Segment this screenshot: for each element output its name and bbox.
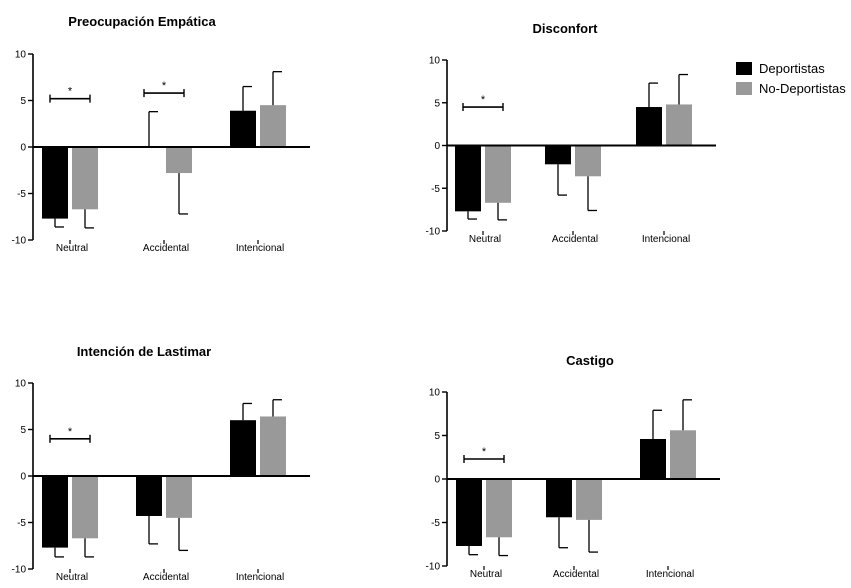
y-tick-label: 10 xyxy=(15,50,27,61)
y-tick-label: 0 xyxy=(434,475,440,486)
bar xyxy=(455,145,481,212)
x-tick-label: Intencional xyxy=(646,569,694,580)
bar xyxy=(72,147,98,210)
y-tick-label: -5 xyxy=(17,189,26,200)
chart-title: Preocupación Empática xyxy=(68,14,216,29)
x-tick-label: Neutral xyxy=(56,572,88,583)
x-tick-label: Neutral xyxy=(56,243,88,254)
y-tick-label: -5 xyxy=(17,518,26,529)
bar xyxy=(456,479,482,546)
chart-panel: Disconfort 10 5 0 -5 -10 Neutral Accidental Inte… xyxy=(426,21,716,245)
bar xyxy=(640,438,666,479)
legend-label: Deportistas xyxy=(759,61,825,76)
x-tick-label: Accidental xyxy=(143,243,189,254)
x-tick-label: Intencional xyxy=(236,243,284,254)
y-tick-label: 5 xyxy=(20,425,26,436)
y-tick-label: -10 xyxy=(12,236,27,247)
significance-marker: * xyxy=(68,426,73,438)
bar xyxy=(546,479,572,518)
y-tick-label: 0 xyxy=(20,472,26,483)
y-tick-label: -5 xyxy=(431,518,440,529)
significance-marker: * xyxy=(162,80,167,92)
bar xyxy=(545,145,571,165)
y-tick-label: 5 xyxy=(20,96,26,107)
chart-panel: Castigo 10 5 0 -5 -10 Neutral Accidental Intenci… xyxy=(426,353,720,580)
bar xyxy=(485,145,511,203)
bar xyxy=(230,420,256,476)
bar xyxy=(42,147,68,219)
x-tick-label: Accidental xyxy=(552,234,598,245)
bar xyxy=(636,107,662,146)
chart-title: Castigo xyxy=(566,353,614,368)
significance-marker: * xyxy=(481,94,486,106)
bar xyxy=(72,476,98,539)
bar xyxy=(666,104,692,146)
x-tick-label: Accidental xyxy=(143,572,189,583)
y-tick-label: 10 xyxy=(429,56,441,67)
y-tick-label: 0 xyxy=(434,141,440,152)
y-tick-label: -5 xyxy=(431,184,440,195)
y-tick-label: 10 xyxy=(15,379,27,390)
bar xyxy=(42,476,68,548)
legend-swatch xyxy=(736,82,752,95)
y-tick-label: 0 xyxy=(20,143,26,154)
chart-title: Intención de Lastimar xyxy=(77,344,211,359)
y-tick-label: 10 xyxy=(429,388,441,399)
legend-swatch xyxy=(736,62,752,75)
x-tick-label: Neutral xyxy=(470,569,502,580)
bar xyxy=(670,430,696,479)
y-tick-label: -10 xyxy=(426,227,441,238)
x-tick-label: Accidental xyxy=(553,569,599,580)
chart-panel: Intención de Lastimar 10 5 0 -5 -10 Neutral Acc… xyxy=(12,344,310,583)
chart-title: Disconfort xyxy=(533,21,599,36)
bar xyxy=(136,476,162,516)
bar xyxy=(260,416,286,476)
bar xyxy=(576,479,602,520)
bar xyxy=(230,110,256,147)
legend: Deportistas No-Deportistas xyxy=(736,61,846,96)
x-tick-label: Intencional xyxy=(236,572,284,583)
significance-marker: * xyxy=(68,86,73,98)
significance-marker: * xyxy=(482,446,487,458)
x-tick-label: Intencional xyxy=(642,234,690,245)
y-tick-label: 5 xyxy=(434,98,440,109)
chart-panel: Preocupación Empática 10 5 0 -5 -10 Neutral Acc… xyxy=(12,14,310,254)
bar xyxy=(260,105,286,147)
bar xyxy=(166,476,192,518)
legend-label: No-Deportistas xyxy=(759,81,846,96)
bar xyxy=(575,145,601,177)
bar xyxy=(486,479,512,538)
y-tick-label: -10 xyxy=(12,565,27,576)
y-tick-label: -10 xyxy=(426,562,441,573)
bar xyxy=(166,147,192,174)
x-tick-label: Neutral xyxy=(469,234,501,245)
y-tick-label: 5 xyxy=(434,431,440,442)
